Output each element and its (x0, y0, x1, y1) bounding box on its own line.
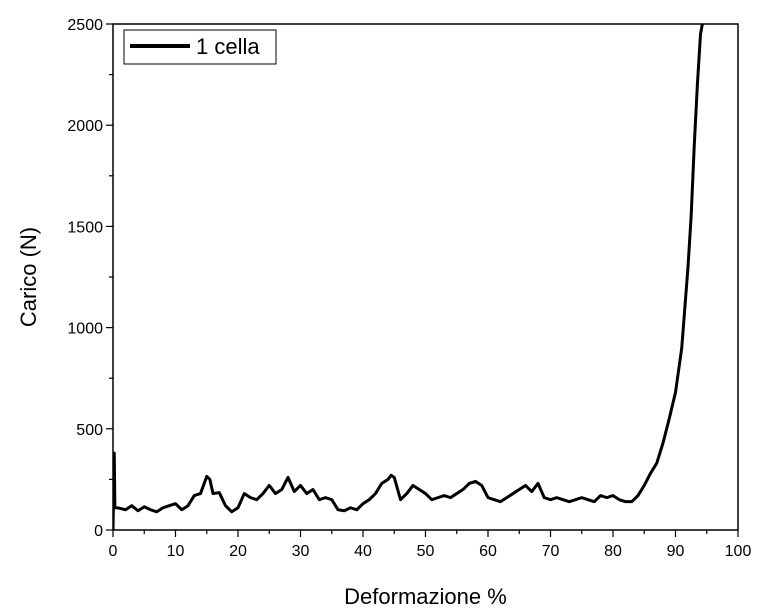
x-tick-label: 50 (417, 543, 435, 560)
y-axis-label: Carico (N) (16, 227, 41, 327)
x-tick-label: 20 (229, 543, 247, 560)
y-axis-ticks: 0 500 1000 1500 2000 2500 (67, 17, 113, 540)
legend-label-1-cella: 1 cella (196, 34, 260, 59)
plot-frame (112, 23, 739, 531)
y-tick-label: 500 (76, 422, 103, 439)
y-tick-label: 2000 (67, 118, 103, 135)
y-tick-label: 1500 (67, 219, 103, 236)
x-tick-label: 60 (479, 543, 497, 560)
y-tick-label: 0 (94, 523, 103, 540)
x-tick-label: 40 (354, 543, 372, 560)
plot-area (112, 23, 739, 531)
series-line-0 (113, 24, 704, 530)
x-axis-label: Deformazione % (344, 584, 507, 609)
x-axis-ticks: 0 10 20 30 40 50 60 70 80 90 100 (109, 530, 752, 560)
x-tick-label: 70 (542, 543, 560, 560)
y-tick-label: 1000 (67, 321, 103, 338)
x-tick-label: 90 (667, 543, 685, 560)
x-tick-label: 0 (109, 543, 118, 560)
legend: 1 cella (123, 29, 277, 65)
x-tick-label: 100 (725, 543, 752, 560)
x-tick-label: 30 (292, 543, 310, 560)
x-tick-label: 80 (604, 543, 622, 560)
x-tick-label: 10 (167, 543, 185, 560)
y-tick-label: 2500 (67, 17, 103, 34)
